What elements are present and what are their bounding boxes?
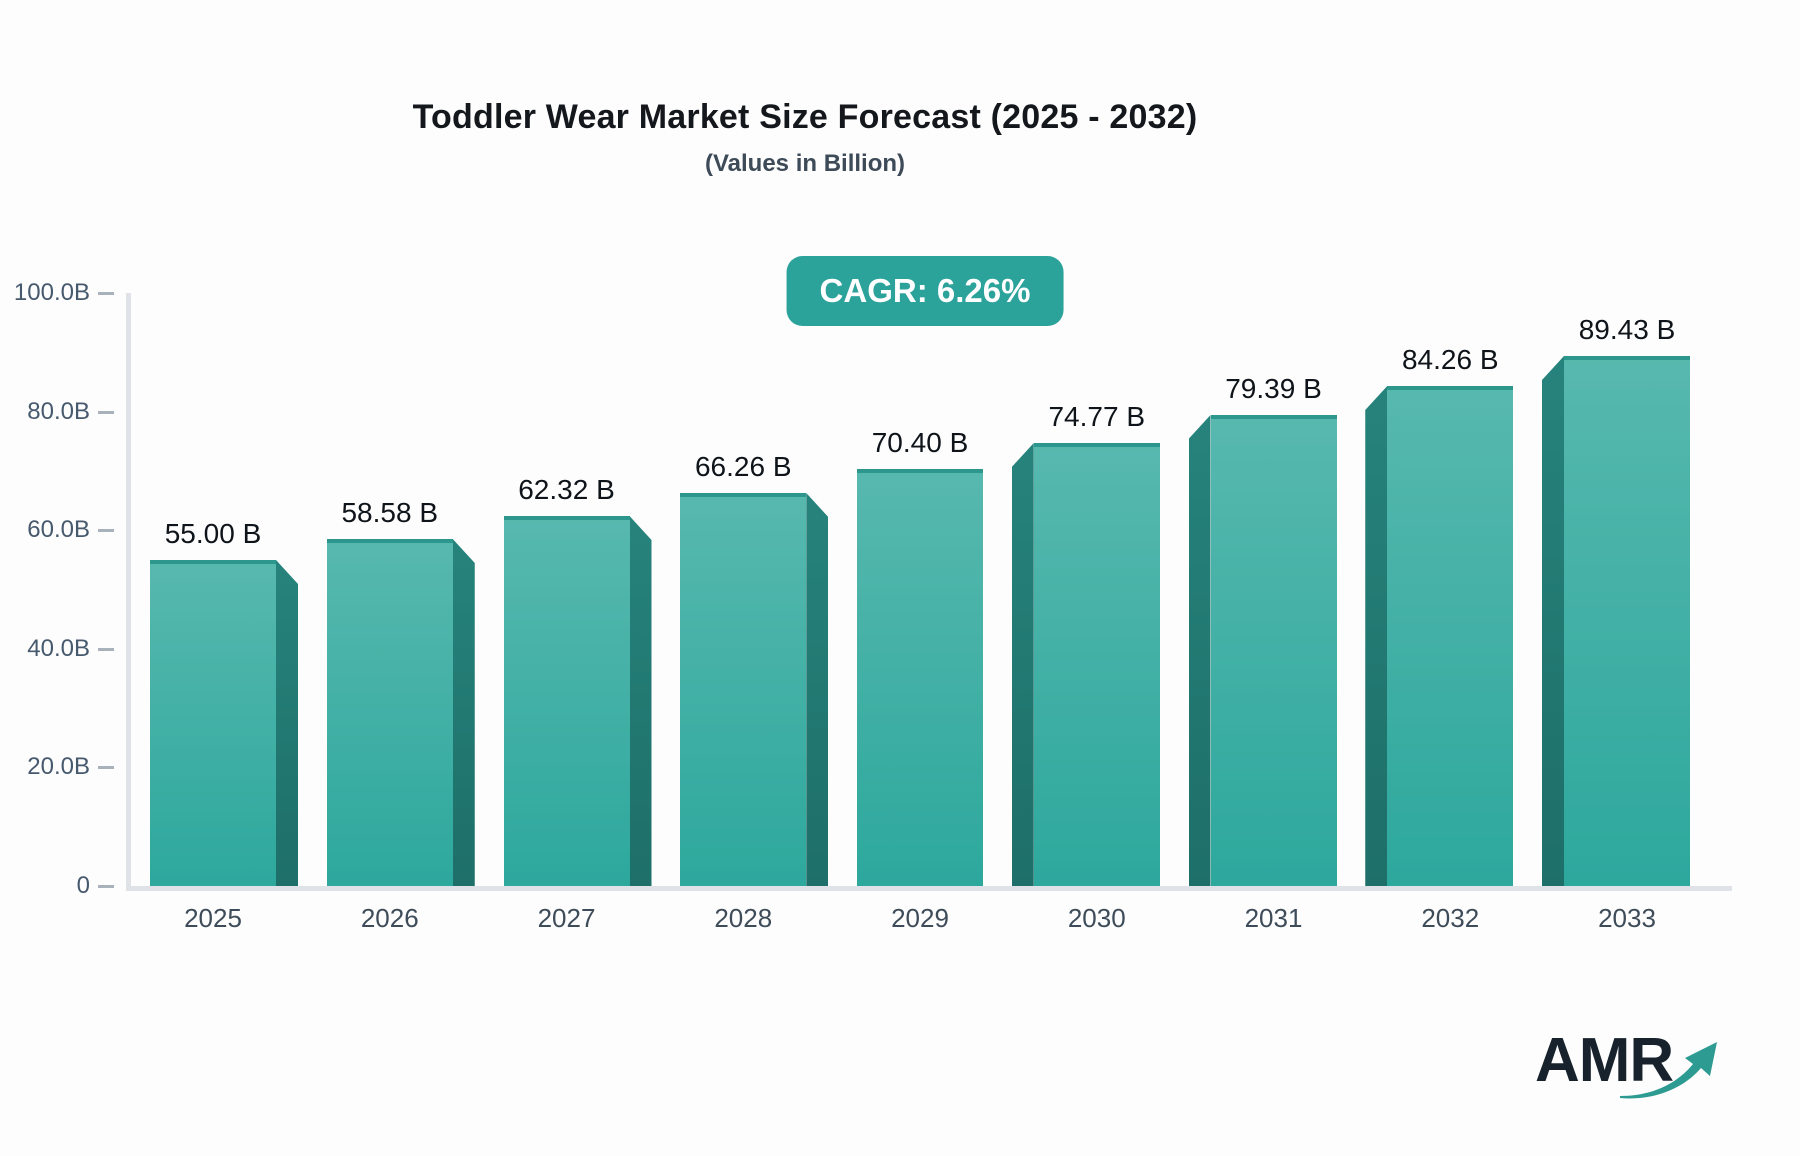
x-axis-label: 2032	[1421, 903, 1480, 933]
bar-2028	[680, 493, 807, 886]
chart-title: Toddler Wear Market Size Forecast (2025 …	[412, 98, 1198, 136]
bar-2031	[1210, 415, 1337, 886]
bar-2030	[1033, 443, 1160, 886]
bar-side-2027	[629, 516, 652, 886]
y-axis-tick-label: 60.0B	[27, 516, 90, 544]
y-axis-tick-label: 100.0B	[13, 279, 90, 306]
bar-side-2031	[1188, 415, 1211, 886]
bar-value-label: 89.43 B	[1578, 314, 1676, 345]
x-axis-label: 2030	[1067, 903, 1126, 933]
bar-2027	[503, 516, 630, 886]
x-axis-label: 2031	[1244, 903, 1303, 933]
chart-subtitle: (Values in Billion)	[704, 150, 906, 177]
y-axis-tick-mark	[98, 410, 114, 414]
y-axis-tick-mark	[98, 647, 114, 651]
x-axis-label: 2028	[714, 903, 773, 933]
x-axis-label: 2026	[360, 903, 419, 933]
y-axis-tick-label: 20.0B	[27, 753, 90, 781]
bar-side-2030	[1011, 443, 1034, 886]
bar-side-2033	[1542, 356, 1564, 886]
x-axis-label: 2025	[184, 903, 242, 933]
y-axis-line	[126, 293, 131, 886]
x-axis-label: 2033	[1598, 903, 1656, 933]
x-axis-line	[126, 886, 1732, 891]
bar-value-label: 79.39 B	[1225, 373, 1322, 404]
bar-value-label: 70.40 B	[871, 427, 969, 458]
bar-value-label: 84.26 B	[1401, 344, 1499, 375]
bar-side-2026	[452, 539, 475, 886]
y-axis-tick-label: 0	[76, 872, 90, 899]
bar-side-2028	[806, 493, 829, 886]
y-axis-tick-label: 40.0B	[27, 634, 90, 662]
cagr-badge: CAGR: 6.26%	[786, 256, 1064, 326]
growth-arrow-icon	[1620, 1042, 1717, 1099]
bar-2033	[1564, 356, 1690, 886]
y-axis-tick-label: 80.0B	[27, 397, 90, 425]
bar-value-label: 74.77 B	[1048, 401, 1146, 432]
bar-value-label: 62.32 B	[518, 474, 615, 505]
bar-2029	[857, 469, 983, 886]
y-axis-tick-mark	[98, 885, 114, 888]
amr-logo: AMR	[1535, 1030, 1765, 1125]
x-axis-label: 2029	[891, 903, 949, 933]
y-axis-tick-mark	[98, 766, 114, 770]
bar-2032	[1387, 386, 1514, 886]
bar-2025	[150, 560, 276, 886]
y-axis-tick-mark	[98, 529, 114, 533]
bar-side-2032	[1365, 386, 1388, 886]
bar-side-2025	[276, 560, 298, 886]
bar-value-label: 66.26 B	[694, 451, 792, 482]
amr-logo-text: AMR	[1535, 1026, 1674, 1095]
bar-value-label: 55.00 B	[164, 518, 262, 549]
bar-value-label: 58.58 B	[341, 497, 439, 528]
bar-2026	[326, 539, 453, 886]
y-axis-tick-mark	[98, 292, 114, 295]
x-axis-label: 2027	[537, 903, 596, 933]
